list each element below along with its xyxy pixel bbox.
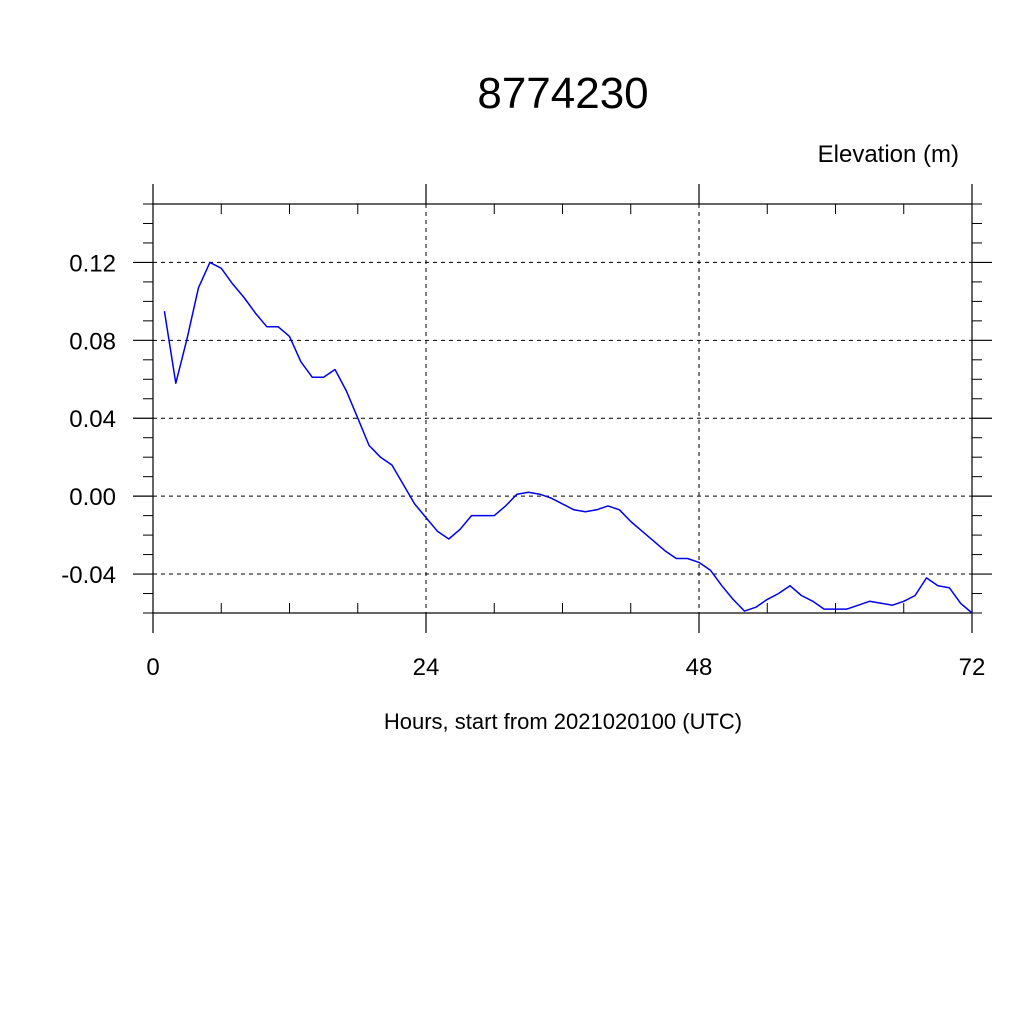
y-axis-label: Elevation (m)	[818, 141, 959, 168]
x-tick-labels: 0 24 48 72	[146, 654, 985, 681]
y-tick-label: 0.08	[69, 328, 116, 355]
grid-lines	[153, 204, 972, 613]
y-tick-label: 0.00	[69, 484, 116, 511]
chart-title: 8774230	[477, 69, 648, 118]
minor-ticks	[143, 203, 982, 614]
series-line-0	[163, 261, 973, 614]
series-layer	[163, 261, 973, 614]
major-ticks	[133, 184, 992, 633]
y-tick-labels: -0.04 0.00 0.04 0.08 0.12	[61, 250, 116, 589]
y-tick-label: 0.04	[69, 406, 116, 433]
plot-frame	[152, 203, 973, 614]
x-tick-label: 48	[686, 654, 713, 681]
x-tick-label: 72	[959, 654, 986, 681]
x-axis-label: Hours, start from 2021020100 (UTC)	[384, 709, 742, 734]
y-tick-label: 0.12	[69, 250, 116, 277]
x-tick-label: 0	[146, 654, 159, 681]
x-tick-label: 24	[413, 654, 440, 681]
y-tick-label: -0.04	[61, 562, 116, 589]
